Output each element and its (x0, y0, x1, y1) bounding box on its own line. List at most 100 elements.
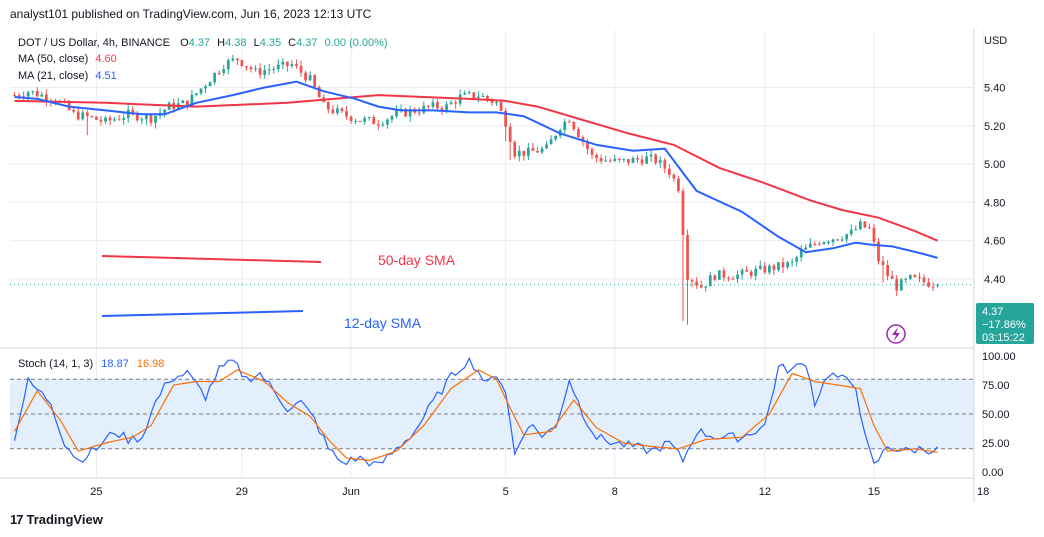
candle-body (604, 160, 608, 162)
candle-body (40, 94, 44, 97)
candle-body (672, 174, 676, 179)
candle-body (381, 124, 385, 126)
candle-body (313, 75, 317, 88)
stoch-k-value: 18.87 (101, 358, 129, 370)
candle-body (336, 108, 339, 113)
stoch-tick-label: 0.00 (982, 467, 1003, 479)
price-axis-currency: USD (984, 35, 1007, 47)
annotations: 50-day SMA 12-day SMA (101, 252, 456, 331)
candle-body (217, 72, 221, 74)
time-tick-label: 5 (503, 486, 509, 498)
ma50-line (14, 94, 938, 242)
stoch-tick-label: 100.00 (982, 351, 1016, 363)
candle-body (154, 115, 157, 123)
tradingview-logo[interactable]: 17 TradingView (10, 512, 103, 527)
candle-body (577, 129, 580, 138)
candle-body (476, 96, 480, 99)
candle-body (481, 95, 485, 97)
candle-body (627, 159, 630, 163)
candle-body (408, 109, 412, 117)
candle-body (804, 247, 808, 250)
candle-body (895, 278, 899, 291)
candle-body (913, 274, 917, 278)
stoch-lines (13, 356, 939, 467)
candle-body (613, 158, 617, 161)
moving-averages (14, 80, 938, 259)
candle-body (431, 102, 435, 107)
candle-body (135, 112, 139, 121)
candle-body (163, 109, 166, 113)
candle-body (31, 91, 35, 93)
sma50-sample-line (101, 255, 322, 263)
price-tick-label: 4.60 (984, 236, 1005, 248)
ma21-line (14, 80, 938, 259)
candle-body (367, 117, 371, 119)
candle-body (540, 148, 544, 153)
candle-body (45, 94, 48, 101)
stoch-tick-label: 50.00 (982, 409, 1010, 421)
candle-body (645, 156, 648, 164)
candle-body (722, 270, 726, 278)
stoch-band (10, 378, 974, 450)
high-value: 4.38 (225, 37, 246, 49)
candle-body (527, 147, 530, 156)
candle-body (781, 262, 785, 268)
badge-countdown: 03:15:22 (982, 332, 1025, 344)
candle-body (840, 239, 844, 241)
lightning-icon[interactable] (886, 324, 906, 344)
candle-body (890, 276, 894, 279)
candle-body (231, 58, 235, 61)
candle-body (226, 60, 230, 70)
time-tick-label: 8 (612, 486, 618, 498)
candle-body (486, 95, 489, 100)
candle-body (404, 109, 407, 117)
candle-body (868, 227, 871, 229)
candles (10, 54, 974, 325)
candle-body (667, 168, 671, 175)
candle-body (545, 144, 548, 149)
legend-row-ma21: MA (21, close) 4.51 (18, 70, 117, 82)
candle-body (345, 111, 348, 117)
candle-body (281, 61, 285, 65)
candle-body (267, 69, 271, 71)
candle-body (26, 92, 30, 97)
candle-body (677, 178, 680, 191)
candle-body (363, 118, 367, 122)
time-tick-label: 18 (977, 486, 989, 498)
candle-body (76, 111, 80, 120)
candle-body (35, 91, 39, 97)
stoch-legend: Stoch (14, 1, 3) 18.87 16.98 (18, 358, 164, 370)
candle-body (463, 93, 467, 95)
candle-body (931, 286, 935, 288)
candle-body (663, 160, 667, 169)
candle-body (531, 147, 535, 151)
candle-body (886, 265, 889, 277)
candle-body (245, 66, 248, 68)
candle-body (340, 108, 344, 112)
candle-body (567, 121, 571, 123)
price-tick-label: 4.40 (984, 274, 1005, 286)
candle-body (372, 117, 376, 125)
candle-body (208, 82, 212, 87)
candle-body (713, 275, 717, 280)
candle-body (513, 142, 517, 157)
candle-body (899, 279, 903, 291)
candle-body (108, 117, 112, 121)
candle-body (258, 68, 262, 75)
candle-body (390, 116, 394, 120)
candle-body (290, 63, 294, 67)
candle-body (549, 139, 553, 145)
candle-body (736, 274, 739, 280)
candle-body (354, 120, 357, 122)
candle-body (113, 119, 116, 121)
candle-body (199, 88, 203, 94)
candle-body (536, 150, 539, 153)
candle-body (818, 243, 821, 245)
candle-body (908, 274, 912, 279)
stoch-k-line (13, 356, 939, 467)
candle-body (854, 229, 858, 231)
candle-body (235, 58, 239, 61)
candle-body (517, 150, 521, 157)
candle-body (640, 159, 644, 164)
